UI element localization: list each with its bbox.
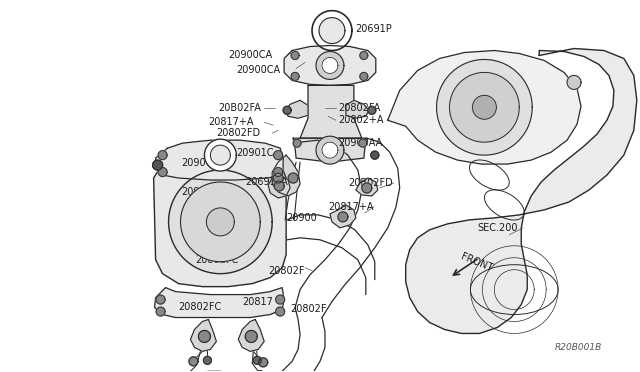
Polygon shape bbox=[180, 182, 260, 262]
Polygon shape bbox=[567, 76, 581, 89]
Text: 20900CA: 20900CA bbox=[228, 51, 273, 61]
Text: 20802FD: 20802FD bbox=[216, 128, 260, 138]
Polygon shape bbox=[182, 371, 272, 372]
Polygon shape bbox=[158, 151, 167, 160]
Text: 20802FA: 20802FA bbox=[338, 103, 380, 113]
Polygon shape bbox=[168, 170, 272, 274]
Polygon shape bbox=[272, 155, 300, 196]
Polygon shape bbox=[189, 357, 198, 366]
Polygon shape bbox=[316, 51, 344, 79]
Polygon shape bbox=[268, 175, 290, 198]
Text: SEC.200: SEC.200 bbox=[477, 223, 518, 233]
Polygon shape bbox=[204, 139, 236, 171]
Polygon shape bbox=[291, 73, 299, 80]
Polygon shape bbox=[256, 371, 265, 372]
Polygon shape bbox=[291, 51, 299, 60]
Polygon shape bbox=[368, 106, 376, 114]
Polygon shape bbox=[300, 86, 362, 138]
Text: 20B02FD: 20B02FD bbox=[348, 178, 393, 188]
Text: 20802FC: 20802FC bbox=[179, 302, 222, 311]
Text: 20802+A: 20802+A bbox=[338, 115, 383, 125]
Polygon shape bbox=[156, 295, 165, 304]
Polygon shape bbox=[155, 288, 284, 318]
Polygon shape bbox=[322, 58, 338, 73]
Text: 20802F: 20802F bbox=[268, 266, 305, 276]
Polygon shape bbox=[360, 51, 368, 60]
Polygon shape bbox=[362, 183, 372, 193]
Polygon shape bbox=[245, 330, 257, 342]
Polygon shape bbox=[293, 139, 301, 147]
Polygon shape bbox=[191, 320, 216, 352]
Polygon shape bbox=[371, 151, 379, 159]
Text: 20900CA: 20900CA bbox=[236, 65, 280, 76]
Text: 20900AA: 20900AA bbox=[338, 138, 382, 148]
Polygon shape bbox=[288, 173, 298, 183]
Polygon shape bbox=[285, 100, 308, 118]
Polygon shape bbox=[356, 178, 378, 196]
Polygon shape bbox=[316, 136, 344, 164]
Polygon shape bbox=[152, 160, 163, 170]
Polygon shape bbox=[259, 358, 268, 367]
Polygon shape bbox=[253, 356, 261, 364]
Polygon shape bbox=[360, 73, 368, 80]
Polygon shape bbox=[472, 95, 497, 119]
Text: 20691PA: 20691PA bbox=[245, 177, 288, 187]
Polygon shape bbox=[319, 17, 345, 44]
Polygon shape bbox=[284, 45, 376, 86]
Text: 20802F: 20802F bbox=[290, 304, 326, 314]
Polygon shape bbox=[359, 139, 367, 147]
Polygon shape bbox=[156, 140, 283, 180]
Polygon shape bbox=[312, 11, 352, 51]
Text: FRONT: FRONT bbox=[460, 252, 494, 273]
Text: 20901C: 20901C bbox=[236, 148, 274, 158]
Polygon shape bbox=[436, 60, 532, 155]
Polygon shape bbox=[276, 295, 285, 304]
Polygon shape bbox=[158, 167, 167, 177]
Polygon shape bbox=[388, 51, 581, 164]
Polygon shape bbox=[283, 106, 291, 114]
Text: 20802FC: 20802FC bbox=[195, 255, 239, 265]
Text: 20817: 20817 bbox=[243, 296, 273, 307]
Polygon shape bbox=[276, 307, 285, 316]
Polygon shape bbox=[238, 320, 264, 352]
Polygon shape bbox=[274, 151, 283, 160]
Text: 20900: 20900 bbox=[286, 213, 317, 223]
Polygon shape bbox=[204, 356, 211, 364]
Polygon shape bbox=[330, 205, 356, 228]
Polygon shape bbox=[274, 181, 284, 191]
Polygon shape bbox=[273, 173, 283, 183]
Text: 20817+A: 20817+A bbox=[328, 202, 374, 212]
Polygon shape bbox=[156, 307, 165, 316]
Polygon shape bbox=[207, 208, 234, 236]
Text: 20900A: 20900A bbox=[182, 187, 219, 197]
Polygon shape bbox=[211, 145, 230, 165]
Text: 20B02FA: 20B02FA bbox=[218, 103, 261, 113]
Text: R20B001B: R20B001B bbox=[555, 343, 602, 352]
Polygon shape bbox=[198, 330, 211, 342]
Polygon shape bbox=[406, 48, 637, 333]
Text: 20817+A: 20817+A bbox=[209, 117, 254, 127]
Polygon shape bbox=[449, 73, 519, 142]
Polygon shape bbox=[293, 138, 367, 162]
Text: 20900C: 20900C bbox=[182, 158, 219, 168]
Polygon shape bbox=[346, 100, 369, 118]
Polygon shape bbox=[338, 212, 348, 222]
Polygon shape bbox=[274, 167, 283, 177]
Polygon shape bbox=[322, 142, 338, 158]
Polygon shape bbox=[154, 158, 286, 286]
Text: 20691P: 20691P bbox=[355, 23, 392, 33]
